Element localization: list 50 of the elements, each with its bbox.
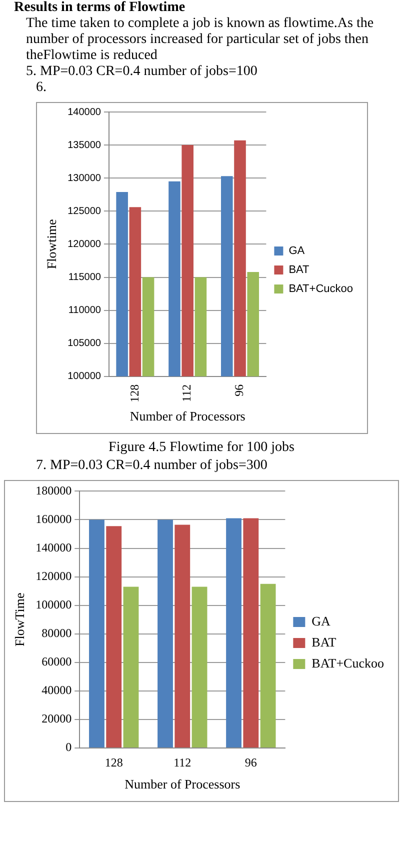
legend-label: GA xyxy=(312,613,332,628)
y-tick-label: 0 xyxy=(66,740,72,754)
text: Results in terms of Flowtime xyxy=(14,0,186,16)
x-tick-label: 96 xyxy=(232,384,246,396)
text: The time taken to complete a job is known as flowtime.As the number of processors increased for particular set of jobs then theFlowtime is reduced xyxy=(26,16,375,64)
bar xyxy=(174,524,190,748)
y-tick-label: 130000 xyxy=(67,172,101,184)
y-tick-label: 105000 xyxy=(67,338,101,350)
x-tick-label: 96 xyxy=(244,755,257,770)
legend-label: GA xyxy=(288,245,305,258)
text: 5. MP=0.03 CR=0.4 number of jobs=100 xyxy=(26,64,258,80)
x-tick-label: 112 xyxy=(174,755,192,770)
y-tick-label: 40000 xyxy=(42,683,72,698)
y-tick-label: 140000 xyxy=(67,106,101,118)
y-tick-label: 160000 xyxy=(36,512,72,526)
y-tick-label: 100000 xyxy=(36,597,72,612)
x-axis-title: Number of Processors xyxy=(129,408,245,424)
y-tick-label: 125000 xyxy=(67,206,101,217)
y-tick-label: 115000 xyxy=(68,272,101,283)
y-tick-label: 20000 xyxy=(42,712,72,726)
bar xyxy=(192,586,208,748)
text: 6. xyxy=(36,80,48,96)
text: 7. MP=0.03 CR=0.4 number of jobs=300 xyxy=(36,458,268,474)
bar xyxy=(260,584,276,748)
x-tick-label: 128 xyxy=(126,384,141,402)
bar xyxy=(123,586,139,748)
y-tick-label: 60000 xyxy=(42,654,72,669)
x-axis-title: Number of Processors xyxy=(124,776,240,792)
x-tick-label: 112 xyxy=(179,384,194,402)
bar xyxy=(106,526,122,748)
y-tick-label: 120000 xyxy=(67,238,101,250)
bar xyxy=(158,520,173,748)
y-axis-title: Flowtime xyxy=(44,219,59,270)
y-tick-label: 80000 xyxy=(42,626,72,640)
bar xyxy=(89,520,104,748)
bar xyxy=(226,518,242,748)
y-tick-label: 180000 xyxy=(36,483,72,498)
bar xyxy=(243,518,259,748)
y-axis-title: FlowTime xyxy=(12,592,28,646)
legend-label: BAT xyxy=(288,264,310,276)
text: Figure 4.5 Flowtime for 100 jobs xyxy=(108,440,296,456)
legend-label: BAT xyxy=(312,634,336,650)
x-tick-label: 128 xyxy=(104,755,123,770)
y-tick-label: 100000 xyxy=(67,371,101,382)
y-tick-label: 135000 xyxy=(67,140,101,151)
legend-label: BAT+Cuckoo xyxy=(312,655,384,670)
y-tick-label: 120000 xyxy=(36,568,72,583)
legend-label: BAT+Cuckoo xyxy=(288,283,353,296)
y-tick-label: 140000 xyxy=(36,540,72,554)
y-tick-label: 110000 xyxy=(68,305,101,316)
